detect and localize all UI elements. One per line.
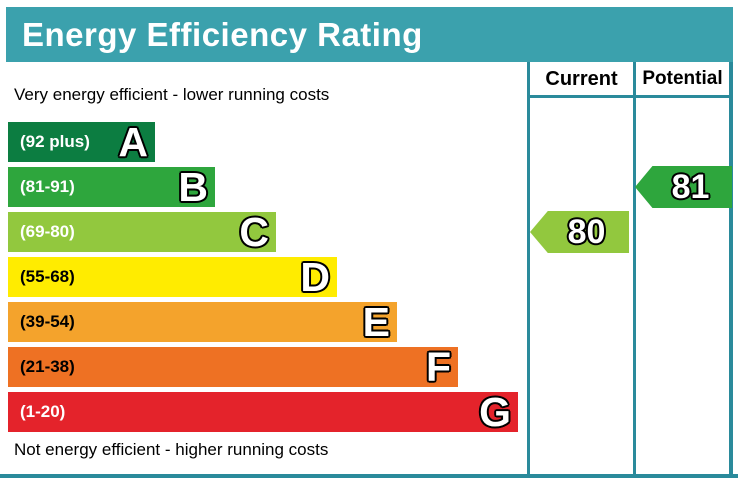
band-c-letter: C — [239, 209, 269, 255]
band-d-letter: D — [300, 254, 330, 300]
band-e-letter: E — [362, 299, 390, 345]
band-g: (1-20) G — [8, 389, 518, 435]
band-a: (92 plus) A — [8, 119, 155, 165]
band-c-range: (69-80) — [20, 222, 75, 241]
band-b-letter: B — [178, 164, 208, 210]
potential-column-header: Potential — [642, 68, 723, 89]
band-c: (69-80) C — [8, 209, 276, 255]
band-a-letter: A — [118, 119, 148, 165]
band-b: (81-91) B — [8, 164, 215, 210]
current-column-header: Current — [545, 68, 618, 90]
band-e-range: (39-54) — [20, 312, 75, 331]
band-b-range: (81-91) — [20, 177, 75, 196]
band-g-range: (1-20) — [20, 402, 66, 421]
band-f-letter: F — [425, 344, 451, 390]
band-a-range: (92 plus) — [20, 132, 90, 151]
column-header-underline — [527, 95, 733, 98]
potential-column-left-border — [633, 62, 636, 477]
band-f: (21-38) F — [8, 344, 458, 390]
potential-rating-arrow: 81 — [635, 166, 732, 208]
chart-title: Energy Efficiency Rating — [22, 15, 423, 53]
current-column-left-border — [527, 62, 530, 477]
bottom-note: Not energy efficient - higher running co… — [14, 440, 329, 459]
potential-rating-value: 81 — [671, 167, 710, 206]
band-g-letter: G — [479, 389, 511, 435]
chart-title-banner: Energy Efficiency Rating — [6, 7, 733, 62]
chart-right-border — [729, 62, 733, 477]
band-f-range: (21-38) — [20, 357, 75, 376]
band-e: (39-54) E — [8, 299, 397, 345]
current-rating-arrow: 80 — [530, 211, 629, 253]
current-rating-value: 80 — [567, 212, 606, 251]
chart-bottom-border — [0, 474, 738, 478]
top-note: Very energy efficient - lower running co… — [14, 85, 330, 104]
band-d: (55-68) D — [8, 254, 337, 300]
band-d-range: (55-68) — [20, 267, 75, 286]
